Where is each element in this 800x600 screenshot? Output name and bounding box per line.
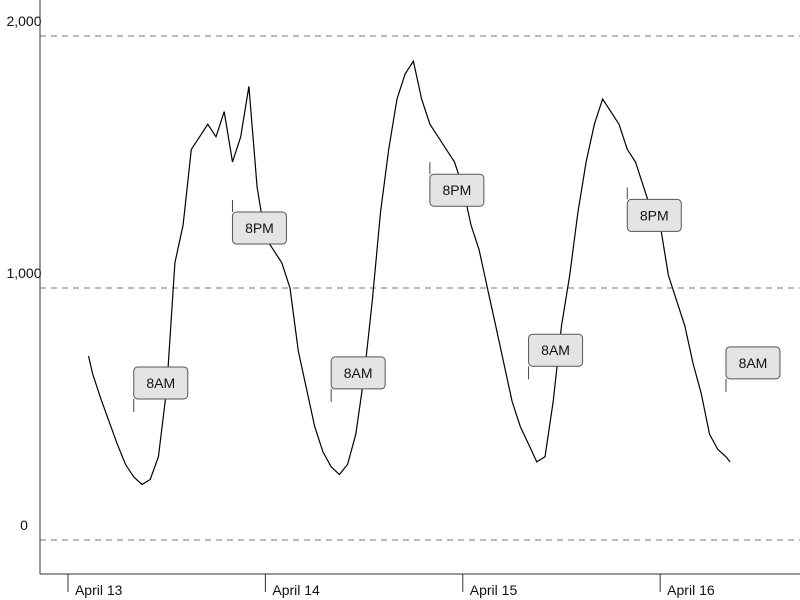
y-tick-label: 0: [20, 517, 28, 533]
y-tick-label: 1,000: [6, 265, 41, 281]
callout-label: 8PM: [442, 182, 471, 198]
callout-label: 8PM: [640, 207, 669, 223]
callout-box: [133, 366, 189, 400]
callout-box: [626, 198, 682, 232]
callout-label: 8AM: [541, 342, 570, 358]
x-tick-label: April 15: [470, 582, 518, 598]
x-tick-label: April 13: [75, 582, 123, 598]
callout-label: 8PM: [245, 220, 274, 236]
callout-box: [231, 211, 287, 245]
y-tick-label: 2,000: [6, 13, 41, 29]
series-line: [87, 59, 731, 486]
callout-label: 8AM: [344, 365, 373, 381]
x-tick-label: April 14: [272, 582, 320, 598]
callout-label: 8AM: [739, 355, 768, 371]
callout-label: 8AM: [146, 375, 175, 391]
x-tick-label: April 16: [667, 582, 715, 598]
callout-box: [429, 173, 485, 207]
callout-box: [528, 333, 584, 367]
callout-box: [725, 346, 781, 380]
callout-box: [330, 356, 386, 390]
